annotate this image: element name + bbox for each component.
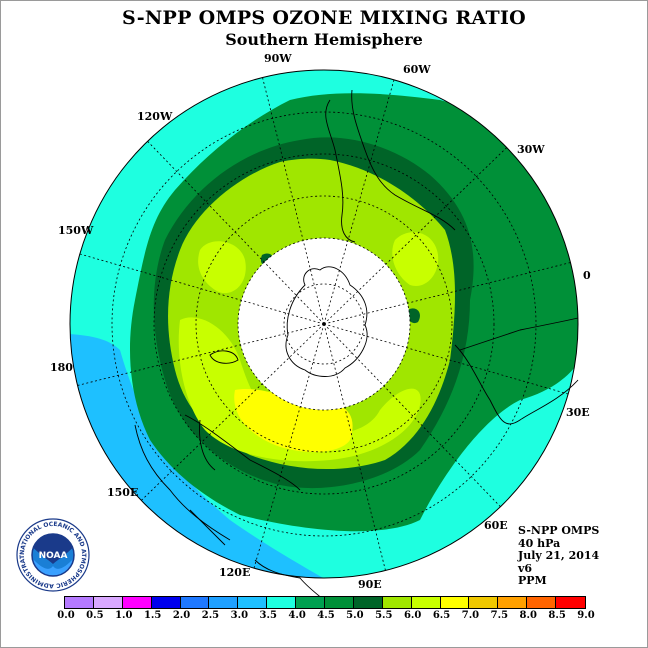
graticule: [77, 77, 571, 571]
lon-label-90w: 90W: [264, 52, 292, 65]
colorbar-swatch: [411, 597, 441, 608]
colorbar-swatch: [382, 597, 412, 608]
colorbar-tick-label: 3.5: [259, 610, 277, 621]
meridian-line: [262, 77, 325, 325]
colorbar-tick-label: 2.0: [172, 610, 191, 621]
colorbar-tick-label: 0.0: [57, 610, 75, 621]
meridian-line: [141, 323, 325, 501]
meridian-line: [147, 141, 325, 325]
colorbar-swatch: [325, 597, 354, 608]
colorbar-swatch: [238, 597, 268, 608]
info-units: PPM: [518, 574, 547, 587]
lon-label-30w: 30W: [517, 143, 545, 156]
map-border: [69, 69, 579, 579]
colorbar-swatch: [556, 597, 586, 608]
colorbar-ticks: 0.0 0.5 1.0 1.5 2.0 2.5 3.0 3.5 4.0 4.5 5.0 5.5 6.0 6…: [0, 610, 648, 624]
meridian-line: [323, 147, 507, 325]
lon-label-120w: 120W: [137, 110, 173, 123]
colorbar-swatch: [267, 597, 297, 608]
info-version: v6: [518, 561, 533, 575]
colorbar-tick-label: 7.5: [490, 610, 509, 621]
meridian-line: [323, 79, 395, 325]
colorbar-tick-label: 8.0: [519, 610, 537, 621]
ozone-region-55-60-e: [392, 232, 439, 286]
colorbar-tick-label: 0.5: [86, 610, 104, 621]
latitude-circle: [283, 283, 365, 365]
info-date: July 21, 2014: [518, 549, 600, 562]
meridian-line: [253, 323, 325, 569]
lon-label-150e: 150E: [107, 486, 139, 499]
south-pole-marker: [322, 322, 326, 326]
lon-label-60w: 60W: [403, 63, 431, 76]
lon-label-30e: 30E: [566, 406, 590, 419]
meridian-line: [323, 323, 501, 507]
colorbar-swatch: [151, 597, 181, 608]
colorbar-swatch: [353, 597, 383, 608]
lon-label-60e: 60E: [484, 519, 508, 532]
coastlines: [134, 89, 579, 606]
meridian-line: [323, 323, 386, 571]
lon-label-120e: 120E: [219, 566, 251, 579]
colorbar-tick-label: 4.0: [288, 610, 306, 621]
info-instrument: S-NPP OMPS: [518, 524, 600, 537]
page-subtitle: Southern Hemisphere: [225, 30, 423, 49]
meridian-line: [323, 262, 571, 325]
lon-label-180: 180: [50, 361, 73, 374]
info-level: 40 hPa: [518, 536, 561, 550]
colorbar-swatch: [527, 597, 557, 608]
meridian-line: [323, 323, 569, 395]
colorbar-tick-label: 9.0: [577, 610, 595, 621]
product-info: S-NPP OMPS 40 hPa July 21, 2014 v6 PPM: [518, 524, 600, 588]
colorbar-tick-label: 1.5: [143, 610, 162, 621]
colorbar-swatch: [65, 597, 94, 608]
colorbar-swatch: [469, 597, 499, 608]
colorbar-tick-label: 5.0: [346, 610, 364, 621]
lon-label-90e: 90E: [358, 578, 382, 591]
colorbar-tick-label: 6.0: [403, 610, 422, 621]
colorbar-swatch: [180, 597, 210, 608]
colorbar-tick-label: 7.0: [461, 610, 480, 621]
colorbar-swatch: [296, 597, 326, 608]
colorbar-tick-label: 8.5: [548, 610, 566, 621]
latitude-circle: [153, 153, 495, 495]
colorbar-tick-label: 1.0: [115, 610, 133, 621]
colorbar-swatch: [93, 597, 123, 608]
page-title: S-NPP OMPS OZONE MIXING RATIO: [121, 7, 527, 29]
lon-label-150w: 150W: [58, 224, 94, 237]
meridian-line: [79, 253, 325, 325]
colorbar-swatch: [209, 597, 239, 608]
ozone-region-55-60-s: [178, 317, 421, 462]
noaa-logo: NATIONAL OCEANIC AND ATMOSPHERIC ADMINIS…: [16, 518, 90, 592]
colorbar-swatch: [440, 597, 470, 608]
latitude-circle: [195, 195, 453, 453]
latitude-circle: [237, 237, 411, 411]
noaa-logo-text: NOAA: [39, 551, 68, 561]
lon-label-0: 0: [583, 269, 591, 282]
meridian-line: [77, 323, 325, 386]
latitude-circle: [111, 111, 537, 537]
colorbar-tick-label: 3.0: [230, 610, 249, 621]
colorbar-swatch: [122, 597, 152, 608]
colorbar-tick-label: 4.5: [317, 610, 335, 621]
colorbar-tick-label: 6.5: [432, 610, 451, 621]
colorbar: [64, 596, 587, 609]
colorbar-tick-label: 2.5: [201, 610, 220, 621]
colorbar-tick-label: 5.5: [375, 610, 393, 621]
ozone-region-55-60-w: [198, 241, 246, 294]
colorbar-swatch: [498, 597, 528, 608]
